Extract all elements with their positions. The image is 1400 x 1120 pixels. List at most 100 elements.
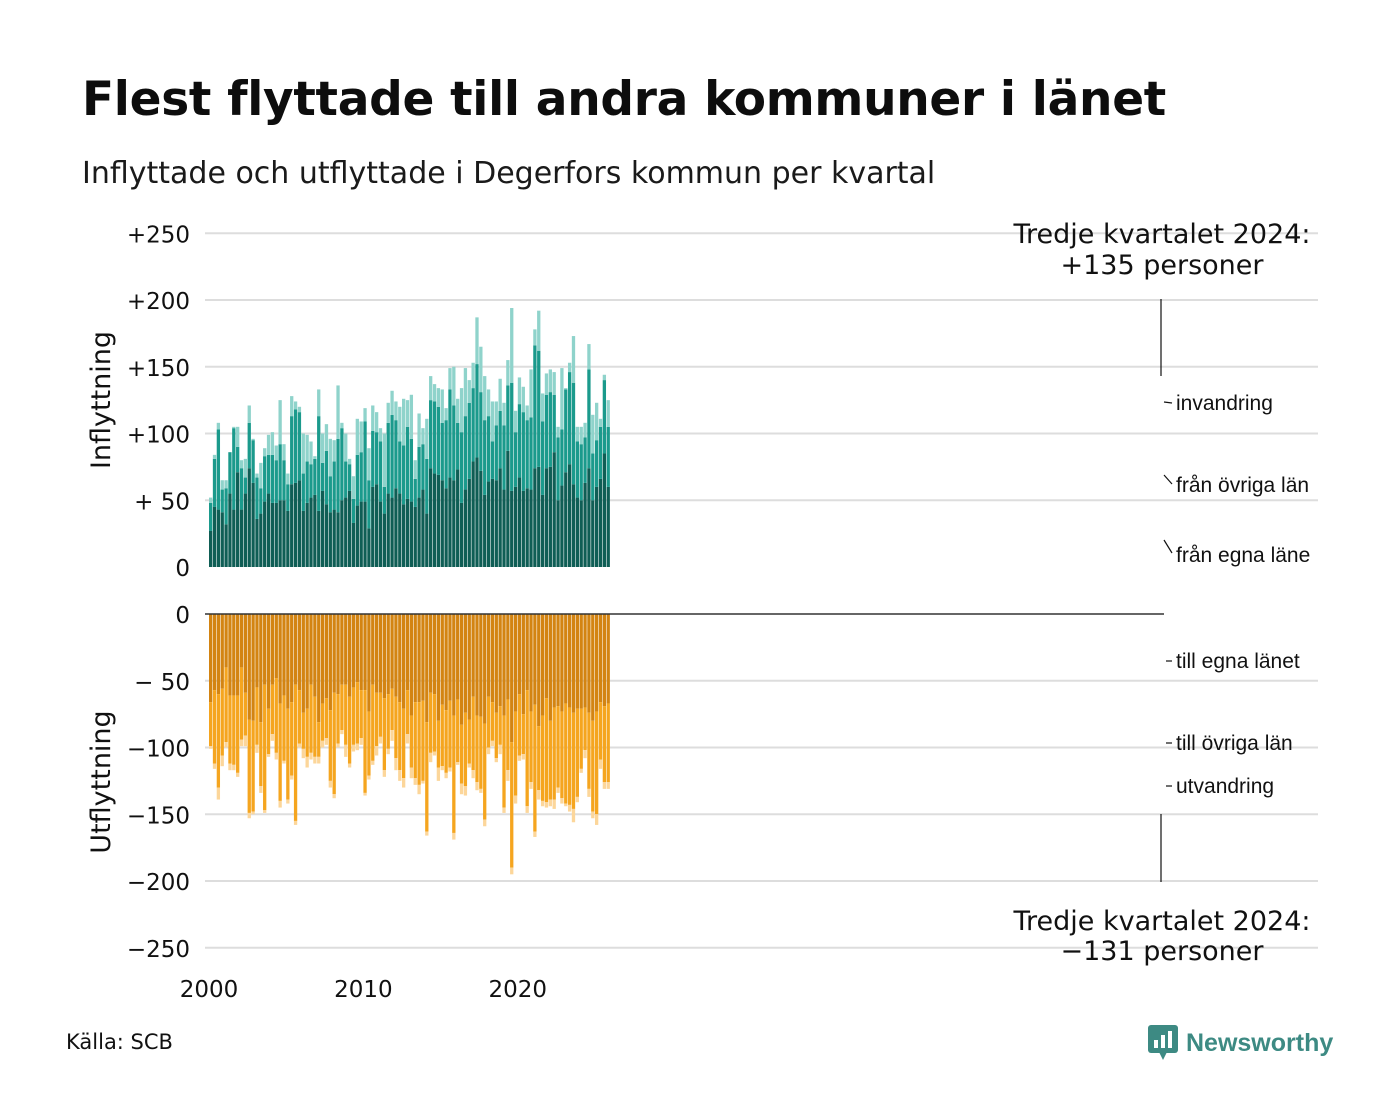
bar-segment-out <box>421 700 425 781</box>
bar-segment-in <box>417 413 421 447</box>
bar-segment-out <box>587 788 591 797</box>
bar-segment-in <box>328 476 332 513</box>
bar-segment-out <box>560 711 564 799</box>
bar-segment-in <box>301 473 305 511</box>
bar-segment-in <box>209 502 213 531</box>
bar-segment-in <box>228 493 232 567</box>
bar-segment-in <box>293 482 298 567</box>
bar-segment-out <box>432 751 437 756</box>
bar-segment-out <box>374 692 379 747</box>
newsworthy-logo[interactable]: Newsworthy <box>1148 1024 1333 1062</box>
bar-segment-in <box>417 446 421 498</box>
bar-segment-out <box>436 720 441 768</box>
bar-segment-out <box>483 819 487 827</box>
bar-segment-in <box>456 398 460 423</box>
bar-segment-in <box>255 477 259 519</box>
bar-segment-in <box>274 460 278 503</box>
bar-segment-out <box>533 614 537 705</box>
bar-segment-in <box>355 505 359 567</box>
bar-segment-in <box>274 502 278 567</box>
bar-segment-out <box>517 614 522 695</box>
bar-segment-in <box>475 317 479 365</box>
bar-segment-in <box>564 388 568 390</box>
bar-segment-in <box>521 386 525 413</box>
bar-segment-in <box>479 392 483 471</box>
bar-segment-out <box>216 787 221 800</box>
bar-segment-in <box>263 448 267 457</box>
bar-segment-in <box>212 454 217 459</box>
bar-segment-out <box>598 759 603 769</box>
bar-segment-out <box>282 760 286 764</box>
bar-segment-out <box>413 614 417 703</box>
series-label-till-ovriga-lan: till övriga län <box>1176 732 1293 755</box>
bar-segment-in <box>390 414 394 498</box>
bar-segment-in <box>220 489 224 513</box>
bar-segment-in <box>436 406 441 475</box>
bar-segment-in <box>506 385 510 451</box>
bar-segment-out <box>374 746 379 756</box>
bar-segment-out <box>510 742 514 868</box>
bar-segment-out <box>320 614 325 704</box>
series-label-utvandring: utvandring <box>1176 775 1274 798</box>
bar-segment-out <box>228 614 232 696</box>
bar-segment-in <box>247 405 251 423</box>
y-tick-label-top: + 50 <box>134 489 190 515</box>
bar-segment-in <box>479 346 483 393</box>
bar-segment-out <box>479 614 483 717</box>
bar-segment-out <box>490 740 495 747</box>
bar-segment-out <box>309 752 313 760</box>
bar-segment-out <box>548 614 552 721</box>
bar-segment-in <box>282 460 286 501</box>
bar-segment-in <box>293 409 298 483</box>
bar-segment-in <box>209 497 213 503</box>
bar-segment-in <box>371 430 375 487</box>
bar-segment-in <box>305 434 309 462</box>
bar-segment-out <box>571 808 576 823</box>
bar-segment-out <box>490 614 495 703</box>
bar-segment-in <box>239 509 244 568</box>
bar-segment-in <box>506 450 510 567</box>
bar-segment-out <box>432 694 437 752</box>
newsworthy-logo-icon <box>1148 1025 1178 1060</box>
bar-segment-in <box>255 473 259 478</box>
bar-segment-in <box>320 433 325 463</box>
bar-segment-in <box>556 426 560 438</box>
bar-segment-in <box>324 504 329 567</box>
bar-segment-in <box>598 478 603 567</box>
bar-segment-in <box>440 389 444 423</box>
bar-segment-out <box>328 780 332 788</box>
bar-segment-out <box>239 739 244 747</box>
bar-segment-in <box>259 488 263 514</box>
bar-segment-in <box>571 484 576 567</box>
bar-segment-out <box>444 614 448 711</box>
bar-segment-out <box>317 756 321 764</box>
bar-segment-in <box>598 426 603 479</box>
bar-segment-in <box>251 482 255 567</box>
bar-segment-out <box>371 760 375 765</box>
bar-segment-out <box>398 614 402 703</box>
bar-segment-out <box>255 614 259 688</box>
bar-segment-in <box>521 490 525 567</box>
bar-segment-in <box>402 398 406 446</box>
y-tick-label-top: +150 <box>127 356 190 382</box>
bar-segment-out <box>537 614 541 727</box>
bar-segment-out <box>259 614 263 723</box>
bar-segment-in <box>429 376 433 401</box>
bar-segment-in <box>239 468 244 510</box>
bar-segment-in <box>486 481 491 567</box>
bar-segment-in <box>459 388 464 433</box>
bar-segment-out <box>239 667 244 740</box>
bar-segment-out <box>263 614 267 685</box>
bar-segment-in <box>371 486 375 567</box>
bar-segment-out <box>602 782 607 789</box>
bar-segment-out <box>286 614 290 709</box>
bar-segment-in <box>471 362 475 389</box>
bar-segment-out <box>502 715 506 808</box>
bar-segment-in <box>220 512 224 567</box>
bar-segment-in <box>390 390 394 415</box>
bar-segment-in <box>247 422 251 469</box>
bar-segment-out <box>251 811 255 815</box>
bars-utflyttning <box>209 614 610 875</box>
bar-segment-out <box>317 722 321 757</box>
bar-segment-out <box>398 702 402 771</box>
